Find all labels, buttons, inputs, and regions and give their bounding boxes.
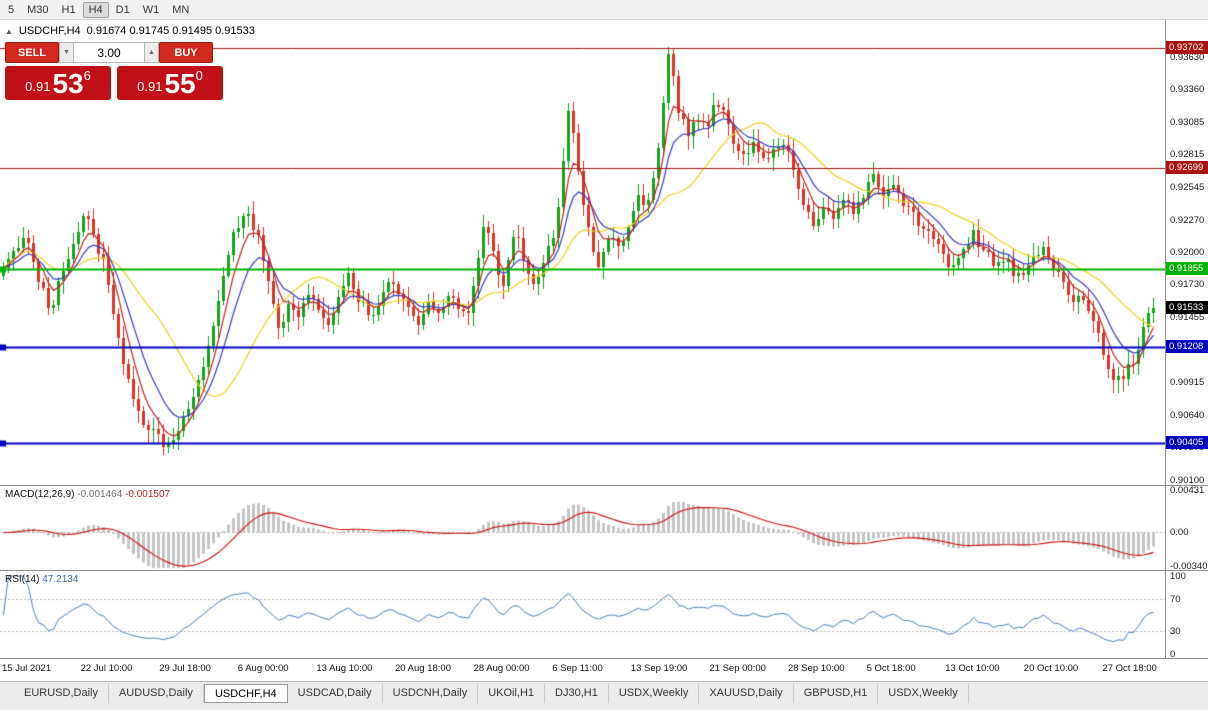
timeframe-button-MN[interactable]: MN xyxy=(172,3,190,16)
price-axis-label: 0.92270 xyxy=(1170,214,1205,226)
chart-tab-ukoil-h1[interactable]: UKOil,H1 xyxy=(478,684,546,703)
time-axis-label: 21 Sep 00:00 xyxy=(709,663,766,674)
panel-separator xyxy=(0,658,1208,659)
one-click-trading-panel: ▲ USDCHF,H4 0.91674 0.91745 0.91495 0.91… xyxy=(5,25,255,100)
time-axis-label: 20 Aug 18:00 xyxy=(395,663,451,674)
price-axis-label: 0.90915 xyxy=(1170,376,1205,388)
chart-tab-xauusd-daily[interactable]: XAUUSD,Daily xyxy=(699,684,794,703)
chart-symbol-label: USDCHF,H4 xyxy=(18,25,81,37)
rsi-label: RSI(14) 47.2134 xyxy=(5,574,78,585)
rsi-value: 47.2134 xyxy=(42,574,79,585)
chart-tab-usdx-weekly[interactable]: USDX,Weekly xyxy=(609,684,700,703)
time-axis-label: 6 Aug 00:00 xyxy=(237,663,289,674)
hline-price-tag: 0.90405 xyxy=(1166,436,1208,450)
time-axis-label: 13 Sep 19:00 xyxy=(630,663,688,674)
ohlc-values: 0.91674 0.91745 0.91495 0.91533 xyxy=(86,25,255,37)
macd-axis-label: 0.00431 xyxy=(1170,485,1205,496)
time-axis-label: 28 Sep 10:00 xyxy=(788,663,845,674)
chart-tab-usdx-weekly[interactable]: USDX,Weekly xyxy=(878,684,969,703)
price-axis-column: 0.93630 0.93360 0.93085 0.92815 0.92545 0.922… xyxy=(1165,20,1208,660)
chart-tab-usdchf-h4[interactable]: USDCHF,H4 xyxy=(203,684,288,703)
buy-price-pipette: 0 xyxy=(195,68,203,83)
hline-price-tag: 0.91855 xyxy=(1166,262,1208,276)
price-axis-label: 0.91455 xyxy=(1170,312,1205,324)
sell-price-pipette: 6 xyxy=(83,68,91,83)
buy-price-prefix: 0.91 xyxy=(137,79,163,94)
price-axis-label: 0.93360 xyxy=(1170,83,1205,95)
time-axis-label: 22 Jul 10:00 xyxy=(80,663,133,674)
order-buttons-row: SELL ▼ ▲ BUY xyxy=(5,42,255,63)
buy-price-display[interactable]: 0.91 55 0 xyxy=(117,66,223,100)
time-axis-label: 20 Oct 10:00 xyxy=(1023,663,1079,674)
volume-decrement-button[interactable]: ▼ xyxy=(59,42,74,63)
rsi-axis-label: 0 xyxy=(1170,649,1176,660)
panel-separator xyxy=(0,570,1208,571)
rsi-name: RSI(14) xyxy=(5,574,40,585)
volume-input[interactable] xyxy=(74,42,144,63)
rsi-axis-label: 100 xyxy=(1170,571,1186,582)
macd-main-value: -0.001464 xyxy=(77,489,123,500)
time-axis-label: 13 Oct 10:00 xyxy=(945,663,1000,674)
volume-increment-button[interactable]: ▲ xyxy=(144,42,159,63)
macd-name: MACD(12,26,9) xyxy=(5,489,75,500)
timeframe-button-H4[interactable]: H4 xyxy=(82,1,109,18)
timeframe-button-M30[interactable]: M30 xyxy=(27,3,49,16)
sell-price-big-digits: 53 xyxy=(52,68,84,99)
macd-indicator-canvas[interactable] xyxy=(0,486,1165,570)
timeframe-button-D1[interactable]: D1 xyxy=(115,3,130,16)
timeframe-button-W1[interactable]: W1 xyxy=(142,3,160,16)
sell-price-display[interactable]: 0.91 53 6 xyxy=(5,66,111,100)
timeframe-button-5[interactable]: 5 xyxy=(8,3,15,16)
current-price-tag: 0.91533 xyxy=(1166,300,1208,314)
sell-price-prefix: 0.91 xyxy=(25,79,51,94)
buy-button[interactable]: BUY xyxy=(159,42,213,63)
price-axis-label: 0.93630 xyxy=(1170,51,1205,63)
time-axis-label: 13 Aug 10:00 xyxy=(316,663,373,674)
collapse-panel-icon[interactable]: ▲ xyxy=(5,26,13,36)
time-axis[interactable]: 15 Jul 2021 22 Jul 10:00 29 Jul 18:00 6 Aug… xyxy=(0,659,1165,680)
price-axis-label: 0.92815 xyxy=(1170,149,1205,161)
bid-ask-display-row: 0.91 53 6 0.91 55 0 xyxy=(5,66,255,100)
sell-button[interactable]: SELL xyxy=(5,42,59,63)
rsi-axis-label: 70 xyxy=(1170,594,1181,606)
timeframe-toolbar: 5 M30 H1 H4 D1 W1 MN xyxy=(0,0,1208,20)
hline-price-tag: 0.92699 xyxy=(1166,161,1208,175)
price-axis-label: 0.92000 xyxy=(1170,246,1205,258)
macd-signal-value: -0.001507 xyxy=(125,489,171,500)
time-axis-label: 27 Oct 18:00 xyxy=(1102,663,1157,674)
chart-tabs-bar: EURUSD,Daily AUDUSD,Daily USDCHF,H4 USDCAD,… xyxy=(0,681,1208,710)
price-axis-label: 0.92545 xyxy=(1170,181,1205,193)
price-axis-label: 0.90640 xyxy=(1170,409,1205,421)
macd-axis-label: -0.00340 xyxy=(1170,561,1208,572)
time-axis-label: 28 Aug 00:00 xyxy=(473,663,530,674)
buy-price-big-digits: 55 xyxy=(164,68,196,99)
hline-price-tag: 0.93702 xyxy=(1166,40,1208,54)
time-axis-label: 29 Jul 18:00 xyxy=(159,663,211,674)
chart-tab-usdcad-daily[interactable]: USDCAD,Daily xyxy=(288,684,383,703)
panel-separator xyxy=(0,485,1208,486)
rsi-indicator-canvas[interactable] xyxy=(0,571,1165,658)
chart-tab-eurusd-daily[interactable]: EURUSD,Daily xyxy=(14,684,109,703)
chart-title-row: ▲ USDCHF,H4 0.91674 0.91745 0.91495 0.91… xyxy=(5,25,255,37)
chart-tab-usdcnh-daily[interactable]: USDCNH,Daily xyxy=(383,684,479,703)
price-axis-label: 0.91730 xyxy=(1170,279,1205,291)
timeframe-button-H1[interactable]: H1 xyxy=(61,3,76,16)
time-axis-label: 15 Jul 2021 xyxy=(2,663,52,674)
time-axis-label: 6 Sep 11:00 xyxy=(552,663,603,674)
chart-tab-dj30-h1[interactable]: DJ30,H1 xyxy=(545,684,609,703)
macd-label: MACD(12,26,9) -0.001464 -0.001507 xyxy=(5,489,170,500)
chart-tab-audusd-daily[interactable]: AUDUSD,Daily xyxy=(109,684,204,703)
chart-tab-gbpusd-h1[interactable]: GBPUSD,H1 xyxy=(794,684,879,703)
macd-axis-label: 0.00 xyxy=(1170,527,1189,539)
rsi-axis-label: 30 xyxy=(1170,625,1181,637)
hline-price-tag: 0.91208 xyxy=(1166,339,1208,353)
price-axis-label: 0.90100 xyxy=(1170,474,1205,486)
price-axis-label: 0.93085 xyxy=(1170,116,1205,128)
time-axis-label: 5 Oct 18:00 xyxy=(866,663,916,674)
